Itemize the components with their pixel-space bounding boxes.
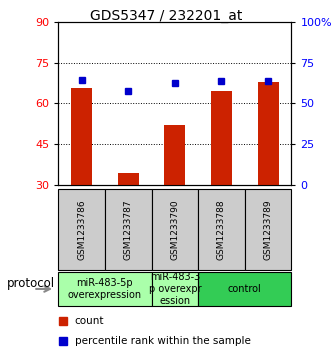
Bar — [198, 189, 245, 270]
Bar — [71, 89, 92, 185]
Bar — [105, 189, 152, 270]
Text: percentile rank within the sample: percentile rank within the sample — [75, 336, 250, 346]
Bar — [211, 91, 232, 185]
Text: GSM1233788: GSM1233788 — [217, 199, 226, 260]
Bar — [245, 189, 291, 270]
Bar — [118, 173, 139, 185]
Text: control: control — [228, 284, 262, 294]
Text: GDS5347 / 232201_at: GDS5347 / 232201_at — [90, 9, 243, 23]
Text: miR-483-5p
overexpression: miR-483-5p overexpression — [68, 278, 142, 300]
Bar — [152, 272, 198, 306]
Bar — [152, 189, 198, 270]
Text: GSM1233790: GSM1233790 — [170, 199, 179, 260]
Bar — [165, 125, 185, 185]
Text: count: count — [75, 316, 104, 326]
Bar — [58, 189, 105, 270]
Bar — [258, 82, 278, 185]
Text: GSM1233786: GSM1233786 — [77, 199, 86, 260]
Bar — [58, 272, 152, 306]
Text: GSM1233789: GSM1233789 — [263, 199, 273, 260]
Bar — [198, 272, 291, 306]
Text: GSM1233787: GSM1233787 — [124, 199, 133, 260]
Text: protocol: protocol — [7, 277, 55, 290]
Text: miR-483-3
p overexpr
ession: miR-483-3 p overexpr ession — [149, 272, 201, 306]
